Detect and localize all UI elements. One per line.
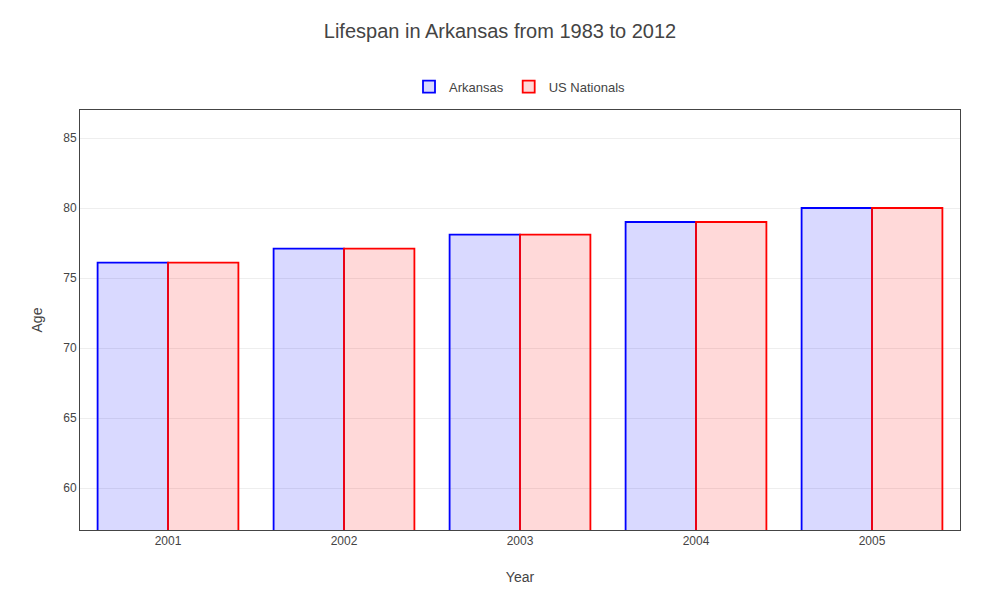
svg-text:75: 75 <box>63 271 77 285</box>
svg-text:2005: 2005 <box>859 534 886 548</box>
svg-text:2001: 2001 <box>155 534 182 548</box>
svg-text:Arkansas: Arkansas <box>449 80 504 95</box>
svg-text:2003: 2003 <box>507 534 534 548</box>
svg-text:US Nationals: US Nationals <box>549 80 625 95</box>
svg-text:65: 65 <box>63 411 77 425</box>
svg-text:Lifespan in Arkansas from 1983: Lifespan in Arkansas from 1983 to 2012 <box>324 20 676 42</box>
svg-text:Year: Year <box>506 569 535 585</box>
svg-text:70: 70 <box>63 341 77 355</box>
svg-text:80: 80 <box>63 201 77 215</box>
svg-text:Age: Age <box>29 307 45 332</box>
svg-text:2004: 2004 <box>683 534 710 548</box>
svg-text:85: 85 <box>63 131 77 145</box>
svg-text:2002: 2002 <box>331 534 358 548</box>
svg-text:60: 60 <box>63 481 77 495</box>
